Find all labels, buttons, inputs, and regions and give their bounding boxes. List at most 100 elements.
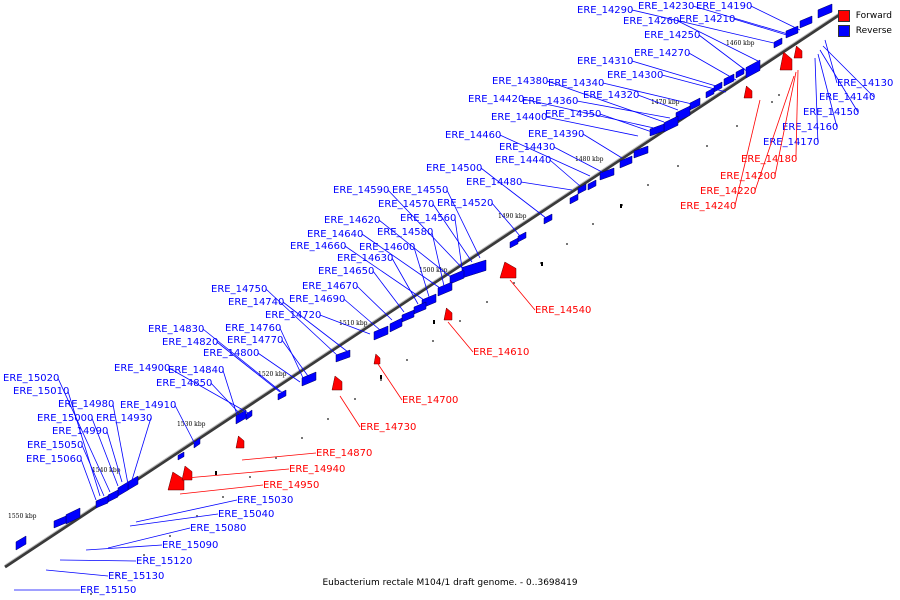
reverse-gene [705, 87, 715, 99]
reverse-gene-label: ERE_15120 [136, 556, 192, 567]
tick-label: 1460 kbp [726, 40, 755, 47]
track-dot [778, 94, 780, 96]
leader-line [372, 270, 405, 313]
leader-line [319, 314, 371, 335]
forward-gene [181, 465, 193, 481]
reverse-gene [413, 301, 427, 315]
reverse-gene-label: ERE_14830 [148, 324, 204, 335]
reverse-gene [689, 97, 701, 111]
reverse-gene-label: ERE_14420 [468, 94, 524, 105]
reverse-gene-label: ERE_14130 [837, 78, 893, 89]
forward-gene-label: ERE_14730 [360, 422, 416, 433]
forward-gene-label: ERE_14180 [741, 154, 797, 165]
leader-line [339, 395, 361, 428]
reverse-gene-label: ERE_14840 [168, 365, 224, 376]
leader-line [631, 60, 717, 87]
leader-line [112, 403, 129, 485]
leader-line [129, 513, 219, 527]
track-mark [541, 262, 543, 266]
reverse-gene [95, 495, 109, 509]
leader-line [733, 18, 791, 37]
reverse-gene-label: ERE_14440 [495, 155, 551, 166]
reverse-gene-label: ERE_15150 [80, 585, 136, 596]
reverse-gene [245, 409, 253, 421]
forward-gene-label: ERE_14540 [535, 305, 591, 316]
reverse-gene-label: ERE_15020 [3, 373, 59, 384]
leader-line [282, 301, 349, 353]
track-dot [406, 359, 408, 361]
leader-line [447, 321, 474, 353]
reverse-gene-label: ERE_14930 [96, 413, 152, 424]
track-dot [677, 165, 679, 167]
reverse-gene [117, 481, 129, 497]
leader-line [85, 544, 163, 551]
reverse-gene [569, 193, 579, 205]
reverse-gene-label: ERE_14390 [528, 129, 584, 140]
leader-line [750, 5, 801, 31]
leader-line [499, 134, 591, 177]
track-dot [301, 437, 303, 439]
legend-reverse-label: Reverse [855, 25, 892, 36]
reverse-gene-label: ERE_14800 [203, 348, 259, 359]
reverse-gene-label: ERE_14980 [58, 399, 114, 410]
leader-line [135, 499, 238, 523]
track-dot [513, 282, 515, 284]
leader-line [545, 116, 639, 137]
track-dot [736, 125, 738, 127]
leader-line [391, 257, 419, 305]
reverse-gene-label: ERE_14660 [290, 241, 346, 252]
reverse-gene-label: ERE_14290 [577, 5, 633, 16]
track-dot [432, 340, 434, 342]
leader-line [432, 203, 473, 263]
reverse-gene-label: ERE_14620 [324, 215, 380, 226]
leader-line [553, 146, 603, 173]
reverse-gene-label: ERE_14500 [426, 163, 482, 174]
reverse-gene-label: ERE_14310 [577, 56, 633, 67]
reverse-gene-label: ERE_14690 [289, 294, 345, 305]
leader-line [822, 45, 875, 98]
leader-line [281, 339, 309, 377]
leader-line [91, 417, 119, 487]
track-dot [143, 554, 145, 556]
legend-forward: Forward [837, 8, 892, 23]
genome-axis [4, 10, 843, 595]
reverse-gene-label: ERE_14770 [227, 335, 283, 346]
reverse-gene [735, 67, 745, 79]
leader-line [546, 80, 665, 123]
reverse-gene-label: ERE_14140 [819, 92, 875, 103]
reverse-gene-label: ERE_15050 [27, 440, 83, 451]
reverse-gene-label: ERE_14910 [120, 400, 176, 411]
reverse-gene-label: ERE_14190 [696, 1, 752, 12]
reverse-gene-label: ERE_14670 [302, 281, 358, 292]
leader-line [57, 377, 111, 493]
reverse-gene-label: ERE_14230 [638, 1, 694, 12]
forward-gene [331, 375, 343, 391]
leader-line [754, 75, 795, 192]
leader-line [106, 430, 123, 483]
track-dot [327, 418, 329, 420]
reverse-gene-label: ERE_14150 [803, 107, 859, 118]
leader-line [509, 279, 536, 311]
leader-line [522, 98, 655, 129]
leader-line [377, 363, 403, 401]
reverse-gene-label: ERE_14430 [499, 142, 555, 153]
reverse-gene-label: ERE_15000 [37, 413, 93, 424]
leader-line [692, 5, 789, 35]
tick-label: 1470 kbp [651, 99, 680, 106]
leader-line [824, 39, 838, 84]
reverse-gene-label: ERE_14160 [782, 122, 838, 133]
leader-line [599, 113, 653, 133]
tick-label: 1510 kbp [339, 320, 368, 327]
reverse-gene-label: ERE_14460 [445, 130, 501, 141]
leader-line [202, 328, 285, 395]
reverse-gene [509, 237, 519, 249]
map-caption: Eubacterium rectale M104/1 draft genome.… [322, 578, 578, 588]
tick-label: 1530 kbp [177, 421, 206, 428]
forward-gene-label: ERE_14950 [263, 480, 319, 491]
leader-line [387, 189, 467, 273]
reverse-gene-label: ERE_14270 [634, 48, 690, 59]
reverse-gene [543, 213, 553, 225]
axis-line [4, 11, 843, 569]
leader-line [185, 468, 290, 479]
reverse-gene-label: ERE_15030 [237, 495, 293, 506]
